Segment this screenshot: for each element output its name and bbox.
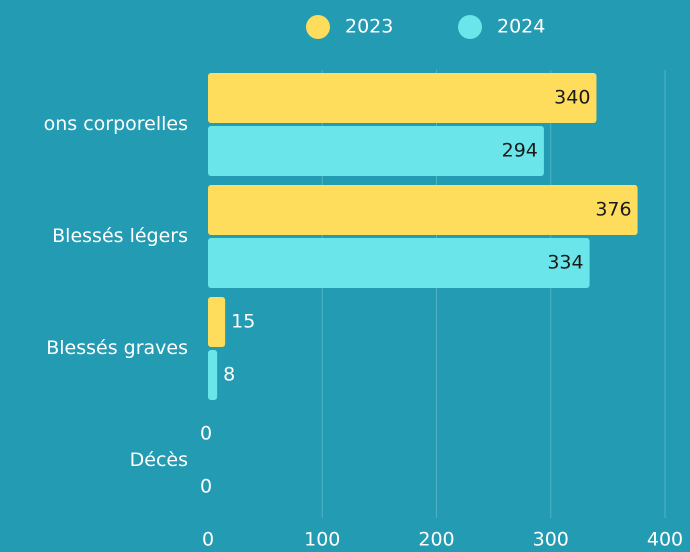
value-label: 15: [231, 311, 255, 333]
value-label: 0: [200, 476, 212, 498]
legend-swatch: [458, 15, 482, 39]
value-label: 376: [595, 199, 631, 221]
legend-label: 2024: [497, 16, 545, 38]
x-tick-label: 100: [304, 529, 340, 551]
value-label: 340: [554, 87, 590, 109]
y-tick-label: Blessés graves: [46, 337, 188, 359]
y-tick-label: ons corporelles: [44, 113, 188, 135]
bar: [208, 126, 544, 176]
bar: [208, 185, 638, 235]
y-tick-label: Décès: [130, 449, 188, 471]
bar: [208, 73, 597, 123]
x-tick-label: 300: [533, 529, 569, 551]
legend-swatch: [306, 15, 330, 39]
x-tick-label: 0: [202, 529, 214, 551]
value-label: 334: [547, 252, 583, 274]
bar: [208, 297, 226, 347]
value-label: 8: [223, 364, 235, 386]
y-tick-label: Blessés légers: [52, 225, 188, 247]
x-tick-label: 200: [418, 529, 454, 551]
x-tick-label: 400: [647, 529, 683, 551]
bar: [208, 350, 218, 400]
value-label: 0: [200, 423, 212, 445]
bar: [208, 238, 590, 288]
value-label: 294: [502, 140, 538, 162]
legend-label: 2023: [345, 16, 393, 38]
